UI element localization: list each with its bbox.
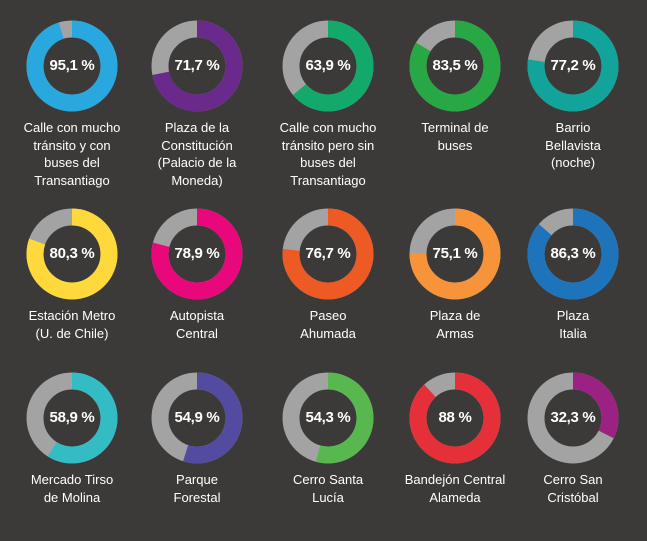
donut-chart-item: 54,9 % Parque Forestal [137,371,257,541]
donut-value-arc [527,372,619,464]
donut-ring [282,208,374,300]
donut-value-label: 54,9 % [174,409,220,426]
donut-category-label: Estación Metro (U. de Chile) [28,308,116,341]
donut-chart-item: 54,3 % Cerro Santa Lucía [268,371,388,541]
donut-ring [151,20,243,112]
donut-value-arc [151,20,243,112]
donut-ring [26,372,118,464]
donut-category-label: Bandejón Central Alameda [404,472,506,505]
donut-value-label: 95,1 % [49,57,95,74]
donut-value-arc [26,208,118,300]
donut-value-label: 80,3 % [49,245,95,262]
donut-value-label: 63,9 % [305,57,351,74]
donut-ring [409,208,501,300]
donut-ring [151,372,243,464]
donut-chart-item: 77,2 % Barrio Bellavista (noche) [513,19,633,189]
donut-chart-item: 75,1 % Plaza de Armas [395,207,515,377]
donut-ring [151,208,243,300]
donut-category-label: Calle con mucho tránsito pero sin buses … [279,120,377,188]
donut-category-label: Cerro Santa Lucía [292,472,364,505]
donut-chart-item: 32,3 % Cerro San Cristóbal [513,371,633,541]
donut-value-arc [409,20,501,112]
donut-value-arc [26,20,118,112]
donut-chart-item: 78,9 % Autopista Central [137,207,257,377]
donut-chart-item: 63,9 % Calle con mucho tránsito pero sin … [268,19,388,189]
donut-value-arc [151,208,243,300]
donut-chart-item: 83,5 % Terminal de buses [395,19,515,189]
donut-category-label: Mercado Tirso de Molina [30,472,114,505]
donut-value-label: 58,9 % [49,409,95,426]
donut-chart-item: 95,1 % Calle con mucho tránsito y con bus… [12,19,132,189]
donut-value-arc [409,208,501,300]
donut-category-label: Cerro San Cristóbal [543,472,603,505]
donut-value-arc [527,20,619,112]
donut-category-label: Plaza Italia [556,308,590,341]
donut-ring [26,20,118,112]
donut-category-label: Plaza de la Constitución (Palacio de la … [157,120,237,188]
donut-chart-item: 88 % Bandejón Central Alameda [395,371,515,541]
donut-ring [527,372,619,464]
donut-value-arc [282,372,374,464]
donut-category-label: Barrio Bellavista (noche) [545,120,601,170]
donut-category-label: Paseo Ahumada [300,308,356,341]
donut-value-arc [409,372,501,464]
donut-value-label: 76,7 % [305,245,351,262]
donut-category-label: Autopista Central [169,308,225,341]
donut-chart-item: 71,7 % Plaza de la Constitución (Palacio … [137,19,257,189]
donut-category-label: Calle con mucho tránsito y con buses del… [23,120,121,188]
donut-value-label: 71,7 % [174,57,220,74]
donut-value-arc [282,208,374,300]
donut-ring [409,20,501,112]
donut-category-label: Parque Forestal [173,472,221,505]
donut-chart-item: 76,7 % Paseo Ahumada [268,207,388,377]
donut-ring [282,20,374,112]
donut-value-arc [26,372,118,464]
donut-chart-item: 86,3 % Plaza Italia [513,207,633,377]
donut-ring [527,20,619,112]
donut-chart-item: 80,3 % Estación Metro (U. de Chile) [12,207,132,377]
donut-value-label: 32,3 % [550,409,596,426]
donut-category-label: Terminal de buses [421,120,489,153]
donut-value-arc [282,20,374,112]
donut-value-label: 77,2 % [550,57,596,74]
donut-ring [409,372,501,464]
donut-value-label: 88 % [438,409,472,426]
donut-value-arc [151,372,243,464]
donut-value-arc [527,208,619,300]
donut-value-label: 54,3 % [305,409,351,426]
donut-category-label: Plaza de Armas [429,308,481,341]
donut-ring [282,372,374,464]
donut-value-label: 78,9 % [174,245,220,262]
donut-value-label: 75,1 % [432,245,478,262]
donut-chart-item: 58,9 % Mercado Tirso de Molina [12,371,132,541]
donut-value-label: 83,5 % [432,57,478,74]
donut-ring [527,208,619,300]
donut-ring [26,208,118,300]
donut-value-label: 86,3 % [550,245,596,262]
